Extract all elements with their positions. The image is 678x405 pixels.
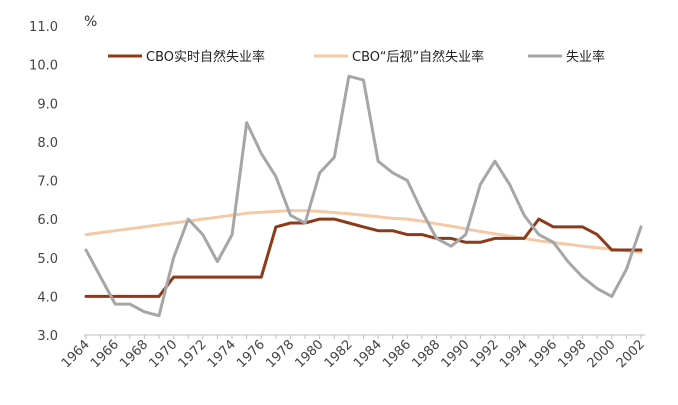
x-tick-label: 1992 xyxy=(468,337,502,371)
x-tick-label: 1978 xyxy=(263,337,297,371)
x-axis: 1964196619681970197219741976197819801982… xyxy=(59,335,648,371)
x-tick-label: 1964 xyxy=(59,337,93,371)
x-tick-label: 1966 xyxy=(88,337,122,371)
x-tick-label: 1998 xyxy=(555,337,589,371)
x-tick-label: 2000 xyxy=(585,337,619,371)
series-line-cbo-hindsight-nairu xyxy=(84,209,643,254)
y-tick-label: 6.0 xyxy=(37,213,58,228)
legend-label-unemployment-rate: 失业率 xyxy=(566,49,605,65)
x-tick-label: 1990 xyxy=(439,337,473,371)
series-line-unemployment-rate xyxy=(84,74,643,318)
x-tick-label: 1972 xyxy=(176,337,210,371)
x-tick-label: 1968 xyxy=(117,337,151,371)
y-tick-label: 11.0 xyxy=(29,20,58,35)
x-tick-label: 1970 xyxy=(146,337,180,371)
legend: CBO实时自然失业率 CBO“后视”自然失业率 失业率 xyxy=(108,49,605,65)
y-tick-label: 10.0 xyxy=(29,59,58,74)
x-tick-label: 1974 xyxy=(205,337,239,371)
x-tick-label: 1976 xyxy=(234,337,268,371)
y-axis: 3.0 4.0 5.0 6.0 7.0 8.0 9.0 10.0 11.0 xyxy=(29,20,58,344)
y-tick-label: 9.0 xyxy=(37,97,58,112)
y-tick-label: 7.0 xyxy=(37,175,58,190)
x-tick-label: 1980 xyxy=(293,337,327,371)
x-tick-label: 1984 xyxy=(351,337,385,371)
y-tick-label: 8.0 xyxy=(37,136,58,151)
x-tick-label: 1986 xyxy=(380,337,414,371)
legend-label-cbo-hindsight-nairu: CBO“后视”自然失业率 xyxy=(352,49,484,65)
x-tick-label: 1988 xyxy=(409,337,443,371)
x-tick-label: 1996 xyxy=(526,337,560,371)
y-tick-label: 3.0 xyxy=(37,329,58,344)
y-unit-label: % xyxy=(84,14,97,30)
y-tick-label: 5.0 xyxy=(37,252,58,267)
series-line-cbo-realtime-nairu xyxy=(84,217,643,298)
series-layer xyxy=(84,74,643,318)
y-tick-label: 4.0 xyxy=(37,290,58,305)
x-tick-label: 1994 xyxy=(497,337,531,371)
legend-label-cbo-realtime-nairu: CBO实时自然失业率 xyxy=(146,49,265,65)
x-tick-label: 2002 xyxy=(614,337,648,371)
x-tick-label: 1982 xyxy=(322,337,356,371)
